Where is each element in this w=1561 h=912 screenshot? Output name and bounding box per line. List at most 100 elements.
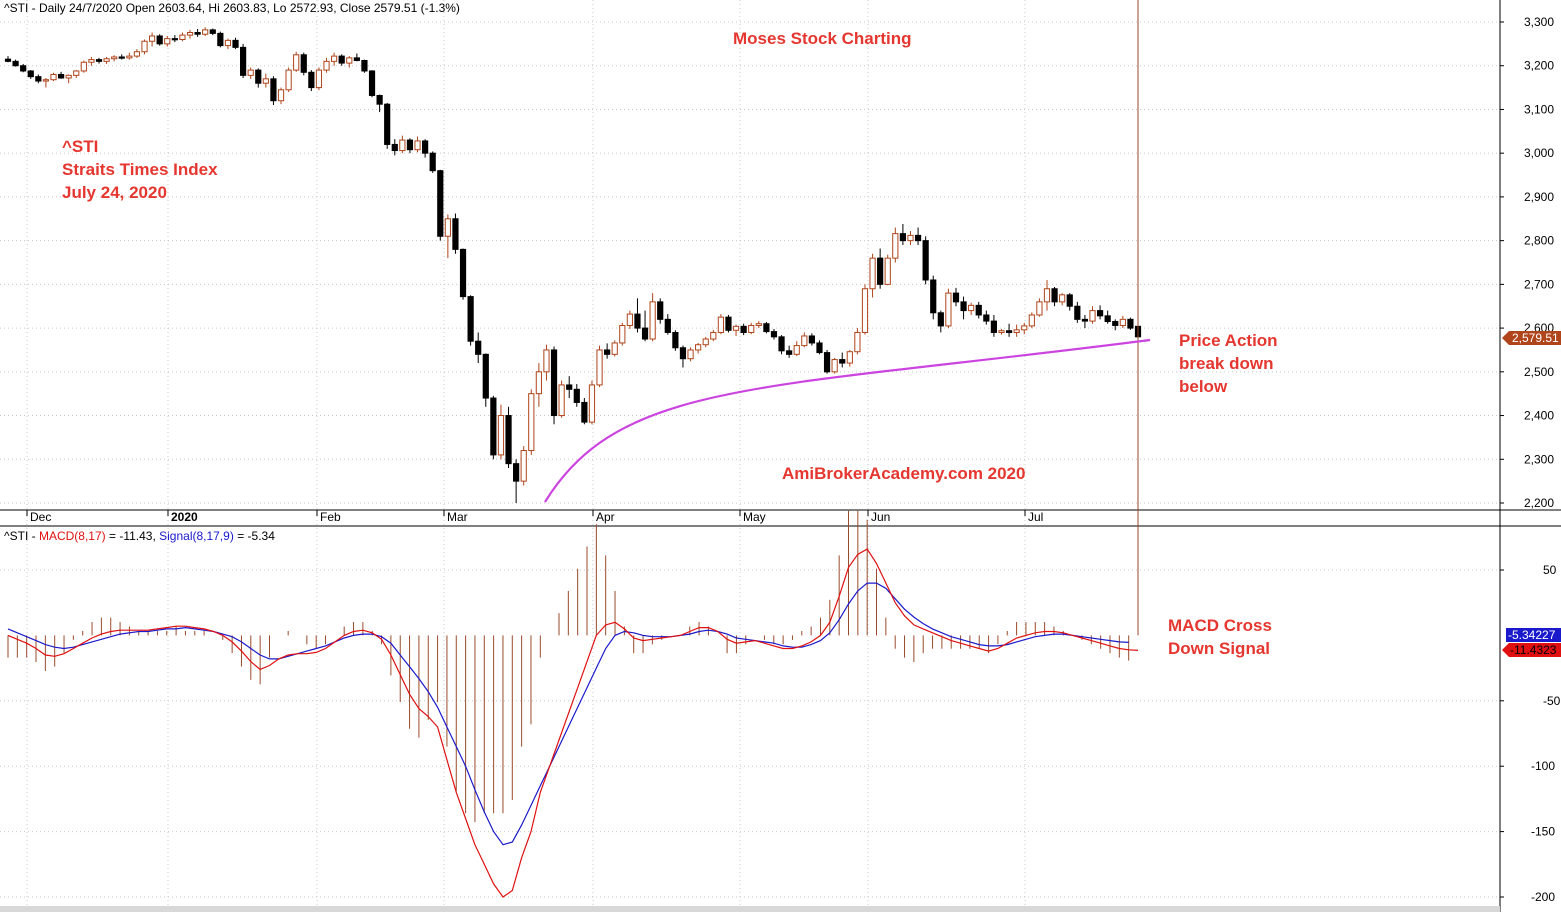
- candle-down: [300, 52, 307, 76]
- candle-body: [641, 327, 649, 340]
- candle-body: [111, 56, 118, 60]
- signal-header-label: Signal(8,17,9): [159, 529, 234, 543]
- candle-down: [482, 353, 489, 407]
- candle-up: [831, 357, 838, 374]
- candle-down: [1005, 323, 1013, 337]
- candle-body: [497, 415, 505, 456]
- candle-body: [376, 94, 383, 105]
- candle-body: [141, 40, 148, 53]
- candle-body: [808, 335, 815, 344]
- candle-body: [846, 351, 853, 364]
- candle-body: [422, 140, 429, 154]
- candle-body: [581, 401, 588, 423]
- candle-body: [596, 349, 603, 386]
- candle-down: [1074, 301, 1081, 323]
- candle-up: [1059, 293, 1066, 306]
- watermark: AmiBrokerAcademy.com 2020: [782, 464, 1025, 483]
- candle-body: [770, 331, 778, 338]
- candle-body: [907, 234, 914, 242]
- candle-body: [1104, 315, 1111, 323]
- candle-body: [1028, 314, 1035, 327]
- candle-up: [186, 29, 194, 39]
- candle-up: [695, 342, 702, 354]
- candle-up: [892, 227, 899, 263]
- candle-body: [1013, 329, 1020, 333]
- price-tick-label: 3,200: [1524, 59, 1554, 73]
- macd-tick-label: -200: [1531, 890, 1555, 904]
- candle-up: [998, 328, 1005, 335]
- candle-body: [1043, 288, 1051, 303]
- candle-down: [270, 76, 277, 106]
- macd-tick-label: -50: [1543, 694, 1561, 708]
- month-tick-label: May: [743, 510, 766, 524]
- candle-body: [414, 140, 421, 151]
- candle-up: [262, 73, 269, 88]
- candle-up: [846, 349, 853, 367]
- candle-body: [528, 393, 535, 452]
- candle-body: [209, 29, 216, 34]
- candle-body: [619, 324, 626, 344]
- candle-body: [202, 29, 209, 35]
- candle-down: [573, 384, 580, 407]
- candle-down: [391, 139, 398, 156]
- candle-down: [740, 323, 747, 336]
- candle-body: [1005, 330, 1013, 333]
- candle-up: [50, 72, 57, 82]
- candle-up: [748, 322, 755, 335]
- candle-body: [604, 349, 611, 355]
- candle-down: [566, 376, 573, 399]
- candle-down: [990, 314, 998, 337]
- candle-body: [869, 257, 876, 290]
- month-tick-label: Dec: [30, 510, 51, 524]
- candle-up: [596, 345, 603, 388]
- candle-body: [384, 103, 391, 145]
- candle-down: [20, 63, 27, 73]
- sheet-tab-strip[interactable]: [0, 906, 1500, 912]
- price-tick-label: 3,000: [1524, 146, 1554, 160]
- candle-body: [657, 301, 664, 320]
- candle-body: [429, 152, 436, 172]
- candle-body: [399, 139, 406, 152]
- candle-body: [550, 349, 558, 417]
- candle-down: [808, 333, 815, 346]
- candle-up: [945, 288, 952, 329]
- candle-body: [990, 320, 998, 333]
- candle-body: [899, 233, 906, 242]
- candle-down: [657, 298, 664, 324]
- month-tick-label: 2020: [171, 510, 198, 524]
- candle-body: [558, 384, 565, 417]
- candle-up: [611, 340, 618, 357]
- macd-line: [7, 548, 1139, 898]
- candle-up: [687, 347, 694, 362]
- candle-up: [649, 293, 656, 342]
- candle-up: [535, 363, 542, 407]
- candle-body: [361, 59, 368, 72]
- candle-down: [4, 56, 12, 63]
- candle-up: [793, 341, 800, 357]
- candle-up: [331, 52, 338, 66]
- candle-body: [240, 46, 247, 76]
- candle-body: [664, 318, 671, 333]
- candle-up: [346, 56, 353, 68]
- price-tick-label: 2,800: [1524, 234, 1554, 248]
- price-y-axis: 2,2002,3002,4002,5002,6002,7002,8002,900…: [1500, 15, 1554, 510]
- candle-up: [247, 67, 254, 79]
- candle-up: [702, 336, 709, 348]
- candle-down: [899, 224, 906, 246]
- candle-body: [285, 69, 292, 91]
- month-tick-label: Apr: [596, 510, 615, 524]
- candle-body: [877, 257, 884, 285]
- candle-down: [240, 43, 247, 78]
- candle-down: [459, 248, 467, 300]
- candle-body: [300, 54, 307, 73]
- candle-down: [823, 349, 831, 374]
- candle-body: [968, 304, 975, 312]
- candle-body: [194, 31, 201, 35]
- candle-body: [27, 70, 34, 78]
- signal-header-value: = -5.34: [234, 529, 275, 543]
- candle-up: [133, 49, 141, 58]
- candle-up: [861, 284, 869, 335]
- candle-up: [179, 32, 186, 42]
- candle-down: [1051, 286, 1058, 307]
